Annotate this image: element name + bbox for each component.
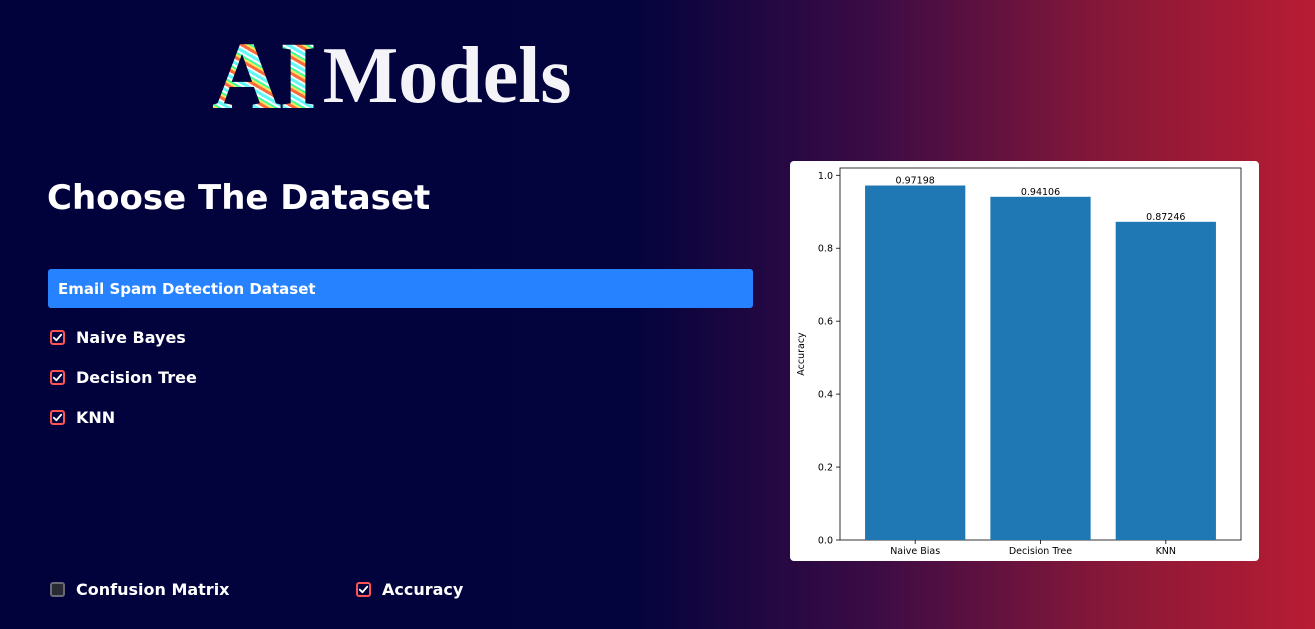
bar [990,196,1091,540]
checkbox-naive-bayes[interactable]: Naive Bayes [50,328,186,347]
x-tick-label: Naive Bias [890,546,940,557]
checkbox-checked-icon[interactable] [356,582,371,597]
app-logo: AI Models [212,22,572,129]
y-tick-label: 0.2 [818,463,833,474]
bar-data-label: 0.97198 [896,176,935,187]
page-title: Choose The Dataset [47,178,431,218]
y-tick-label: 0.8 [818,244,833,255]
checkbox-label: Confusion Matrix [76,580,230,599]
checkbox-checked-icon[interactable] [50,410,65,425]
checkbox-decision-tree[interactable]: Decision Tree [50,368,197,387]
logo-ai-text: AI [212,22,317,129]
y-tick-label: 0.6 [818,317,833,328]
checkbox-checked-icon[interactable] [50,370,65,385]
bar-data-label: 0.87246 [1146,212,1185,223]
bar-data-label: 0.94106 [1021,187,1060,198]
checkbox-label: Naive Bayes [76,328,186,347]
checkbox-unchecked-icon[interactable] [50,582,65,597]
y-tick-label: 0.4 [818,390,833,401]
y-axis-label: Accuracy [796,332,807,376]
checkbox-checked-icon[interactable] [50,330,65,345]
x-tick-label: Decision Tree [1009,546,1072,557]
accuracy-chart-panel: 0.0 0.2 0.4 0.6 0.8 1.0 Accuracy Naive Bias 0.97… [790,161,1259,561]
y-tick-label: 0.0 [818,536,833,547]
y-tick-label: 1.0 [818,171,833,182]
checkbox-accuracy[interactable]: Accuracy [356,580,463,599]
checkbox-knn[interactable]: KNN [50,408,115,427]
checkbox-label: Accuracy [382,580,464,599]
x-tick-label: KNN [1156,546,1176,557]
dataset-select-value: Email Spam Detection Dataset [58,279,316,298]
dataset-select[interactable]: Email Spam Detection Dataset [48,269,753,308]
checkbox-label: KNN [76,408,116,427]
checkbox-confusion-matrix[interactable]: Confusion Matrix [50,580,230,599]
checkbox-label: Decision Tree [76,368,197,387]
bar [865,185,966,540]
accuracy-bar-chart: 0.0 0.2 0.4 0.6 0.8 1.0 Accuracy Naive Bias 0.97… [796,167,1242,557]
logo-models-text: Models [322,32,572,120]
bar [1115,221,1216,540]
